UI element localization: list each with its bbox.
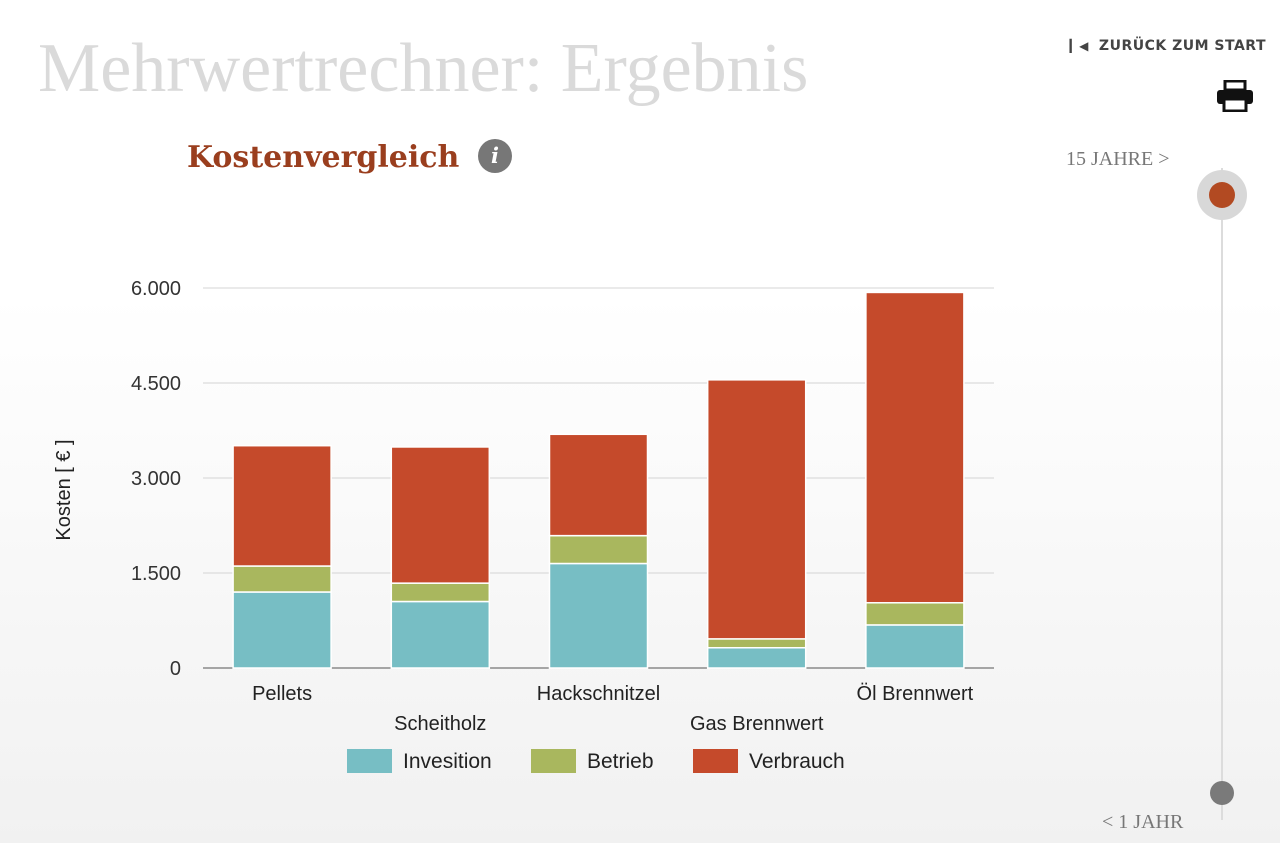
page-title: Mehrwertrechner: Ergebnis — [38, 30, 809, 107]
legend-label: Betrieb — [587, 750, 654, 773]
y-axis-title: Kosten [ € ] — [53, 439, 75, 540]
year-slider-track[interactable] — [1221, 168, 1223, 820]
y-tick-label: 1.500 — [131, 563, 181, 585]
x-tick-label: Hackschnitzel — [537, 683, 660, 705]
bar-segment — [390, 600, 491, 669]
x-tick-label: Pellets — [252, 683, 312, 705]
legend-label: Invesition — [403, 750, 492, 773]
y-tick-label: 3.000 — [131, 468, 181, 490]
bar-segment — [390, 582, 491, 603]
bar-segment — [232, 565, 332, 593]
legend-label: Verbrauch — [749, 750, 845, 773]
y-tick-label: 6.000 — [131, 278, 181, 300]
legend-swatch — [347, 749, 392, 773]
section-title: Kostenvergleich — [187, 140, 460, 175]
slider-max-label: 15 JAHRE > — [1066, 148, 1170, 170]
bar-segment — [232, 444, 332, 567]
bar-segment — [548, 534, 649, 565]
x-tick-label: Öl Brennwert — [857, 683, 974, 705]
year-slider-handle-max[interactable] — [1197, 170, 1247, 220]
bar-segment — [548, 562, 649, 669]
cost-comparison-chart: 0 1.500 3.000 4.500 6.000 Kosten [ € ] Pellets… — [53, 278, 994, 773]
printer-icon[interactable] — [1216, 80, 1254, 112]
bar-segment — [865, 624, 965, 669]
skip-back-icon: ▎◀ — [1069, 39, 1089, 53]
bar-segment — [706, 638, 807, 649]
legend-swatch — [531, 749, 576, 773]
x-tick-label: Gas Brennwert — [690, 713, 824, 735]
x-tick-label: Scheitholz — [394, 713, 486, 735]
slider-min-label: < 1 JAHR — [1102, 811, 1184, 833]
bar-segment — [706, 379, 807, 640]
y-tick-label: 0 — [170, 658, 181, 680]
bar-segment — [232, 591, 332, 669]
bar-segment — [390, 446, 491, 584]
back-to-start-link[interactable]: ▎◀ ZURÜCK ZUM START — [1069, 38, 1266, 54]
bar-segment — [548, 433, 649, 537]
year-slider-handle-min[interactable] — [1210, 781, 1234, 805]
bar-segment — [706, 646, 807, 669]
legend-swatch — [693, 749, 738, 773]
back-to-start-label: ZURÜCK ZUM START — [1098, 38, 1266, 54]
bar-segment — [865, 602, 965, 626]
y-tick-label: 4.500 — [131, 373, 181, 395]
bar-segment — [865, 291, 965, 604]
info-icon[interactable]: i — [478, 139, 512, 173]
